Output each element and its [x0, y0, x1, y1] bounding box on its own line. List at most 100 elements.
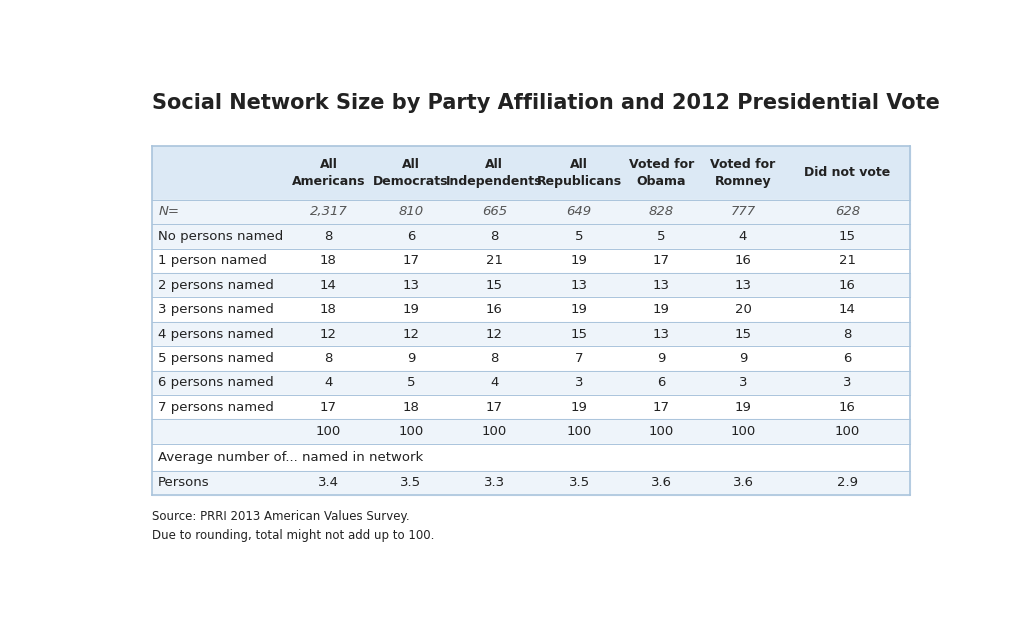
Text: 3.4: 3.4: [317, 476, 339, 490]
Text: 13: 13: [402, 278, 420, 292]
Text: 9: 9: [657, 352, 666, 365]
Text: 100: 100: [566, 425, 592, 438]
Text: 12: 12: [485, 328, 503, 340]
Bar: [152, 200, 909, 224]
Text: All
Americans: All Americans: [292, 158, 366, 188]
Text: 665: 665: [481, 205, 507, 219]
Text: 3.3: 3.3: [483, 476, 505, 490]
Text: 12: 12: [319, 328, 337, 340]
Bar: [152, 273, 909, 297]
Text: 17: 17: [652, 255, 670, 267]
Text: 15: 15: [570, 328, 588, 340]
Bar: [152, 224, 909, 248]
Text: 15: 15: [839, 230, 856, 243]
Bar: [152, 146, 909, 200]
Text: Voted for
Obama: Voted for Obama: [629, 158, 694, 188]
Text: 19: 19: [402, 303, 420, 316]
Text: 3.6: 3.6: [651, 476, 672, 490]
Text: 6: 6: [407, 230, 415, 243]
Text: All
Democrats: All Democrats: [373, 158, 449, 188]
Text: 13: 13: [652, 328, 670, 340]
Text: 7: 7: [574, 352, 584, 365]
Text: 13: 13: [570, 278, 588, 292]
Text: 19: 19: [734, 401, 752, 414]
Text: 16: 16: [839, 401, 856, 414]
Text: 8: 8: [843, 328, 852, 340]
Text: 18: 18: [402, 401, 420, 414]
Text: Average number of... named in network: Average number of... named in network: [158, 451, 423, 464]
Text: 18: 18: [319, 303, 337, 316]
Text: 3: 3: [738, 376, 748, 389]
Text: 6: 6: [843, 352, 852, 365]
Text: 13: 13: [652, 278, 670, 292]
Text: 3 persons named: 3 persons named: [158, 303, 274, 316]
Text: 1 person named: 1 person named: [158, 255, 267, 267]
Text: 17: 17: [485, 401, 503, 414]
Text: 8: 8: [325, 352, 333, 365]
Text: 3: 3: [843, 376, 852, 389]
Text: Did not vote: Did not vote: [804, 166, 891, 180]
Text: 3.5: 3.5: [400, 476, 422, 490]
Text: 4: 4: [739, 230, 748, 243]
Text: 100: 100: [648, 425, 674, 438]
Bar: [152, 297, 909, 322]
Text: 2.9: 2.9: [837, 476, 858, 490]
Text: 100: 100: [730, 425, 756, 438]
Bar: [152, 346, 909, 370]
Text: 12: 12: [402, 328, 420, 340]
Text: 19: 19: [570, 401, 588, 414]
Text: 8: 8: [325, 230, 333, 243]
Text: 16: 16: [734, 255, 752, 267]
Text: 100: 100: [315, 425, 341, 438]
Text: Source: PRRI 2013 American Values Survey.: Source: PRRI 2013 American Values Survey…: [152, 510, 410, 523]
Bar: [152, 444, 909, 471]
Text: All
Independents: All Independents: [446, 158, 543, 188]
Text: 100: 100: [481, 425, 507, 438]
Bar: [152, 370, 909, 395]
Text: 4: 4: [325, 376, 333, 389]
Bar: [152, 248, 909, 273]
Text: 21: 21: [839, 255, 856, 267]
Text: 100: 100: [835, 425, 860, 438]
Text: 21: 21: [485, 255, 503, 267]
Text: 16: 16: [839, 278, 856, 292]
Text: 3.6: 3.6: [732, 476, 754, 490]
Text: 777: 777: [730, 205, 756, 219]
Text: 18: 18: [319, 255, 337, 267]
Text: 19: 19: [570, 255, 588, 267]
Text: Voted for
Romney: Voted for Romney: [711, 158, 775, 188]
Text: 6 persons named: 6 persons named: [158, 376, 273, 389]
Text: 16: 16: [485, 303, 503, 316]
Text: 2 persons named: 2 persons named: [158, 278, 274, 292]
Text: 3: 3: [574, 376, 584, 389]
Text: 6: 6: [657, 376, 666, 389]
Text: 17: 17: [319, 401, 337, 414]
Text: 14: 14: [319, 278, 337, 292]
Text: 828: 828: [649, 205, 674, 219]
Text: N=: N=: [158, 205, 179, 219]
Bar: [152, 322, 909, 346]
Bar: [152, 395, 909, 420]
Text: 8: 8: [490, 352, 499, 365]
Text: 100: 100: [398, 425, 424, 438]
Text: 9: 9: [739, 352, 748, 365]
Text: 4: 4: [490, 376, 499, 389]
Text: 19: 19: [570, 303, 588, 316]
Text: 5 persons named: 5 persons named: [158, 352, 274, 365]
Text: 17: 17: [402, 255, 420, 267]
Text: 5: 5: [407, 376, 415, 389]
Bar: [152, 471, 909, 495]
Text: 8: 8: [490, 230, 499, 243]
Text: 19: 19: [653, 303, 670, 316]
Text: 5: 5: [657, 230, 666, 243]
Text: All
Republicans: All Republicans: [537, 158, 622, 188]
Text: 14: 14: [839, 303, 856, 316]
Text: 15: 15: [485, 278, 503, 292]
Text: 649: 649: [566, 205, 592, 219]
Text: 15: 15: [734, 328, 752, 340]
Bar: [152, 420, 909, 444]
Text: 2,317: 2,317: [309, 205, 347, 219]
Text: 9: 9: [407, 352, 415, 365]
Text: 7 persons named: 7 persons named: [158, 401, 274, 414]
Text: Social Network Size by Party Affiliation and 2012 Presidential Vote: Social Network Size by Party Affiliation…: [152, 93, 940, 113]
